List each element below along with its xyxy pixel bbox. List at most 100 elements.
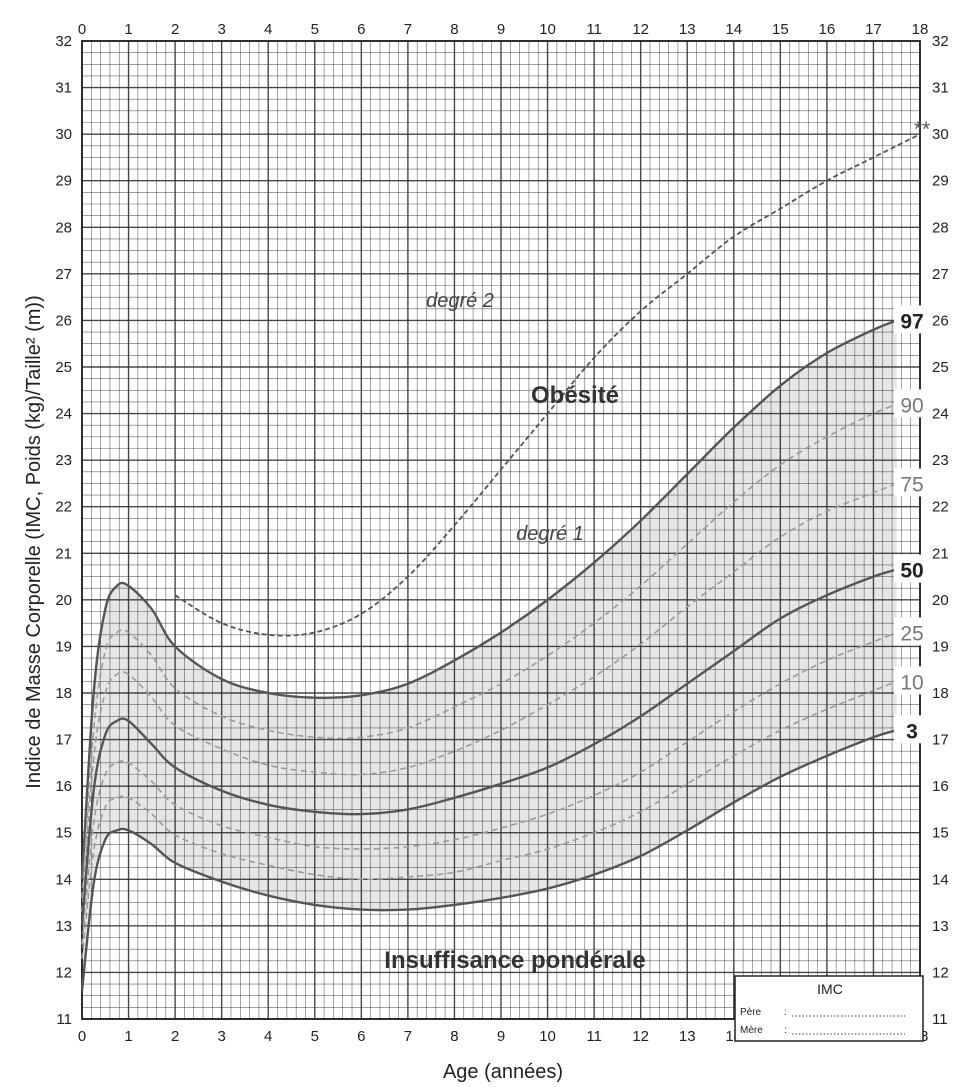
tick-labels-layer: 0011223344556677889910101111121213131414… bbox=[55, 21, 948, 1045]
y-tick-label-right: 17 bbox=[932, 732, 949, 749]
x-tick-label-bottom: 8 bbox=[450, 1028, 458, 1045]
y-tick-label-right: 21 bbox=[932, 545, 949, 562]
y-tick-label-right: 22 bbox=[932, 499, 949, 516]
imc-box-mere-label: Mère bbox=[740, 1025, 763, 1036]
series-label-p10: 10 bbox=[900, 671, 923, 694]
series-label-p90: 90 bbox=[900, 394, 923, 417]
series-line-p90 bbox=[81, 403, 898, 898]
series-label-bg bbox=[894, 617, 930, 646]
y-tick-label-right: 19 bbox=[932, 638, 949, 655]
y-tick-label-left: 32 bbox=[55, 33, 72, 50]
x-tick-label-bottom: 12 bbox=[632, 1028, 649, 1045]
y-tick-label-right: 15 bbox=[932, 825, 949, 842]
y-tick-label-right: 11 bbox=[932, 1011, 948, 1028]
series-label-p97: 97 bbox=[900, 310, 923, 333]
y-tick-label-right: 24 bbox=[932, 406, 949, 423]
y-tick-label-right: 31 bbox=[932, 80, 949, 97]
series-line-p75 bbox=[81, 482, 898, 912]
zone-label-obesite: Obésité bbox=[531, 382, 619, 409]
x-tick-label-top: 12 bbox=[632, 21, 649, 38]
series-label-bg bbox=[894, 554, 930, 583]
series-label-bg bbox=[894, 305, 930, 334]
series-label-obesity-threshold: ** bbox=[914, 118, 930, 141]
imc-box-title: IMC bbox=[817, 981, 843, 997]
y-tick-label-right: 26 bbox=[932, 312, 949, 329]
y-tick-label-right: 29 bbox=[932, 173, 949, 190]
imc-box-frame bbox=[734, 975, 924, 1042]
x-tick-label-top: 13 bbox=[679, 21, 696, 38]
zone-label-degre-2: degré 2 bbox=[426, 290, 494, 312]
x-tick-label-top: 11 bbox=[586, 21, 602, 38]
y-tick-label-right: 14 bbox=[932, 871, 949, 888]
y-tick-label-left: 22 bbox=[55, 499, 72, 516]
percentile-band-layer bbox=[82, 320, 897, 992]
y-tick-label-right: 20 bbox=[932, 592, 949, 609]
zone-label-degre-1: degré 1 bbox=[516, 523, 584, 545]
x-tick-label-top: 2 bbox=[171, 21, 179, 38]
x-tick-label-top: 17 bbox=[865, 21, 882, 38]
y-tick-label-left: 12 bbox=[55, 964, 72, 981]
y-tick-label-left: 31 bbox=[55, 80, 72, 97]
x-tick-label-top: 14 bbox=[725, 21, 742, 38]
series-label-p25: 25 bbox=[900, 622, 923, 645]
plot-frame bbox=[81, 40, 921, 1020]
x-tick-label-top: 3 bbox=[217, 21, 225, 38]
curves-layer bbox=[80, 133, 921, 992]
x-tick-label-bottom: 9 bbox=[497, 1028, 505, 1045]
x-tick-label-bottom: 7 bbox=[404, 1028, 412, 1045]
y-tick-label-left: 20 bbox=[55, 592, 72, 609]
x-tick-label-top: 8 bbox=[450, 21, 458, 38]
x-tick-label-bottom: 6 bbox=[357, 1028, 365, 1045]
y-tick-label-left: 29 bbox=[55, 173, 72, 190]
y-tick-label-left: 13 bbox=[55, 918, 72, 935]
x-tick-label-top: 18 bbox=[912, 21, 929, 38]
series-label-bg bbox=[894, 389, 930, 418]
imc-box-pere-label: Père bbox=[740, 1007, 762, 1018]
y-tick-label-left: 30 bbox=[55, 126, 72, 143]
x-axis-title: Age (années) bbox=[443, 1061, 563, 1083]
y-tick-label-left: 23 bbox=[55, 452, 72, 469]
x-tick-label-top: 1 bbox=[124, 21, 132, 38]
series-line-p25 bbox=[81, 631, 898, 945]
series-label-bg bbox=[894, 715, 930, 744]
y-tick-label-right: 32 bbox=[932, 33, 949, 50]
x-tick-label-top: 0 bbox=[78, 21, 86, 38]
y-tick-label-right: 27 bbox=[932, 266, 949, 283]
x-tick-label-top: 7 bbox=[404, 21, 412, 38]
x-tick-label-bottom: 11 bbox=[586, 1028, 602, 1045]
x-tick-label-top: 9 bbox=[497, 21, 505, 38]
series-line-p97 bbox=[80, 319, 898, 880]
x-tick-label-bottom: 2 bbox=[171, 1028, 179, 1045]
y-tick-label-left: 26 bbox=[55, 312, 72, 329]
series-label-p50: 50 bbox=[900, 560, 923, 583]
series-line-p3 bbox=[80, 729, 898, 992]
percentile-band bbox=[82, 320, 897, 992]
series-line-p10 bbox=[81, 680, 898, 959]
x-tick-label-bottom: 3 bbox=[217, 1028, 225, 1045]
imc-box: IMC Père : Mère : bbox=[734, 975, 924, 1042]
y-tick-label-right: 12 bbox=[932, 964, 949, 981]
x-tick-label-bottom: 10 bbox=[539, 1028, 556, 1045]
y-tick-label-left: 24 bbox=[55, 406, 72, 423]
series-label-bg bbox=[894, 666, 930, 695]
y-tick-label-right: 28 bbox=[932, 219, 949, 236]
x-tick-label-top: 6 bbox=[357, 21, 365, 38]
grid bbox=[81, 40, 921, 1020]
y-tick-label-left: 19 bbox=[55, 638, 72, 655]
y-tick-label-right: 30 bbox=[932, 126, 949, 143]
y-tick-label-left: 16 bbox=[55, 778, 72, 795]
percentile-labels-layer: 97 90 75 50 25 10 3 ** bbox=[894, 118, 930, 744]
zone-label-insuffisance: Insuffisance pondérale bbox=[384, 947, 645, 974]
y-tick-label-left: 28 bbox=[55, 219, 72, 236]
y-tick-label-left: 27 bbox=[55, 266, 72, 283]
y-tick-label-right: 13 bbox=[932, 918, 949, 935]
series-line-pobesity-threshold bbox=[174, 133, 921, 637]
x-tick-label-bottom: 13 bbox=[679, 1028, 696, 1045]
series-line-p50 bbox=[80, 568, 898, 926]
x-tick-label-top: 4 bbox=[264, 21, 272, 38]
y-tick-label-left: 18 bbox=[55, 685, 72, 702]
y-tick-label-left: 11 bbox=[56, 1011, 72, 1028]
series-label-p75: 75 bbox=[900, 473, 923, 496]
y-tick-label-left: 15 bbox=[55, 825, 72, 842]
